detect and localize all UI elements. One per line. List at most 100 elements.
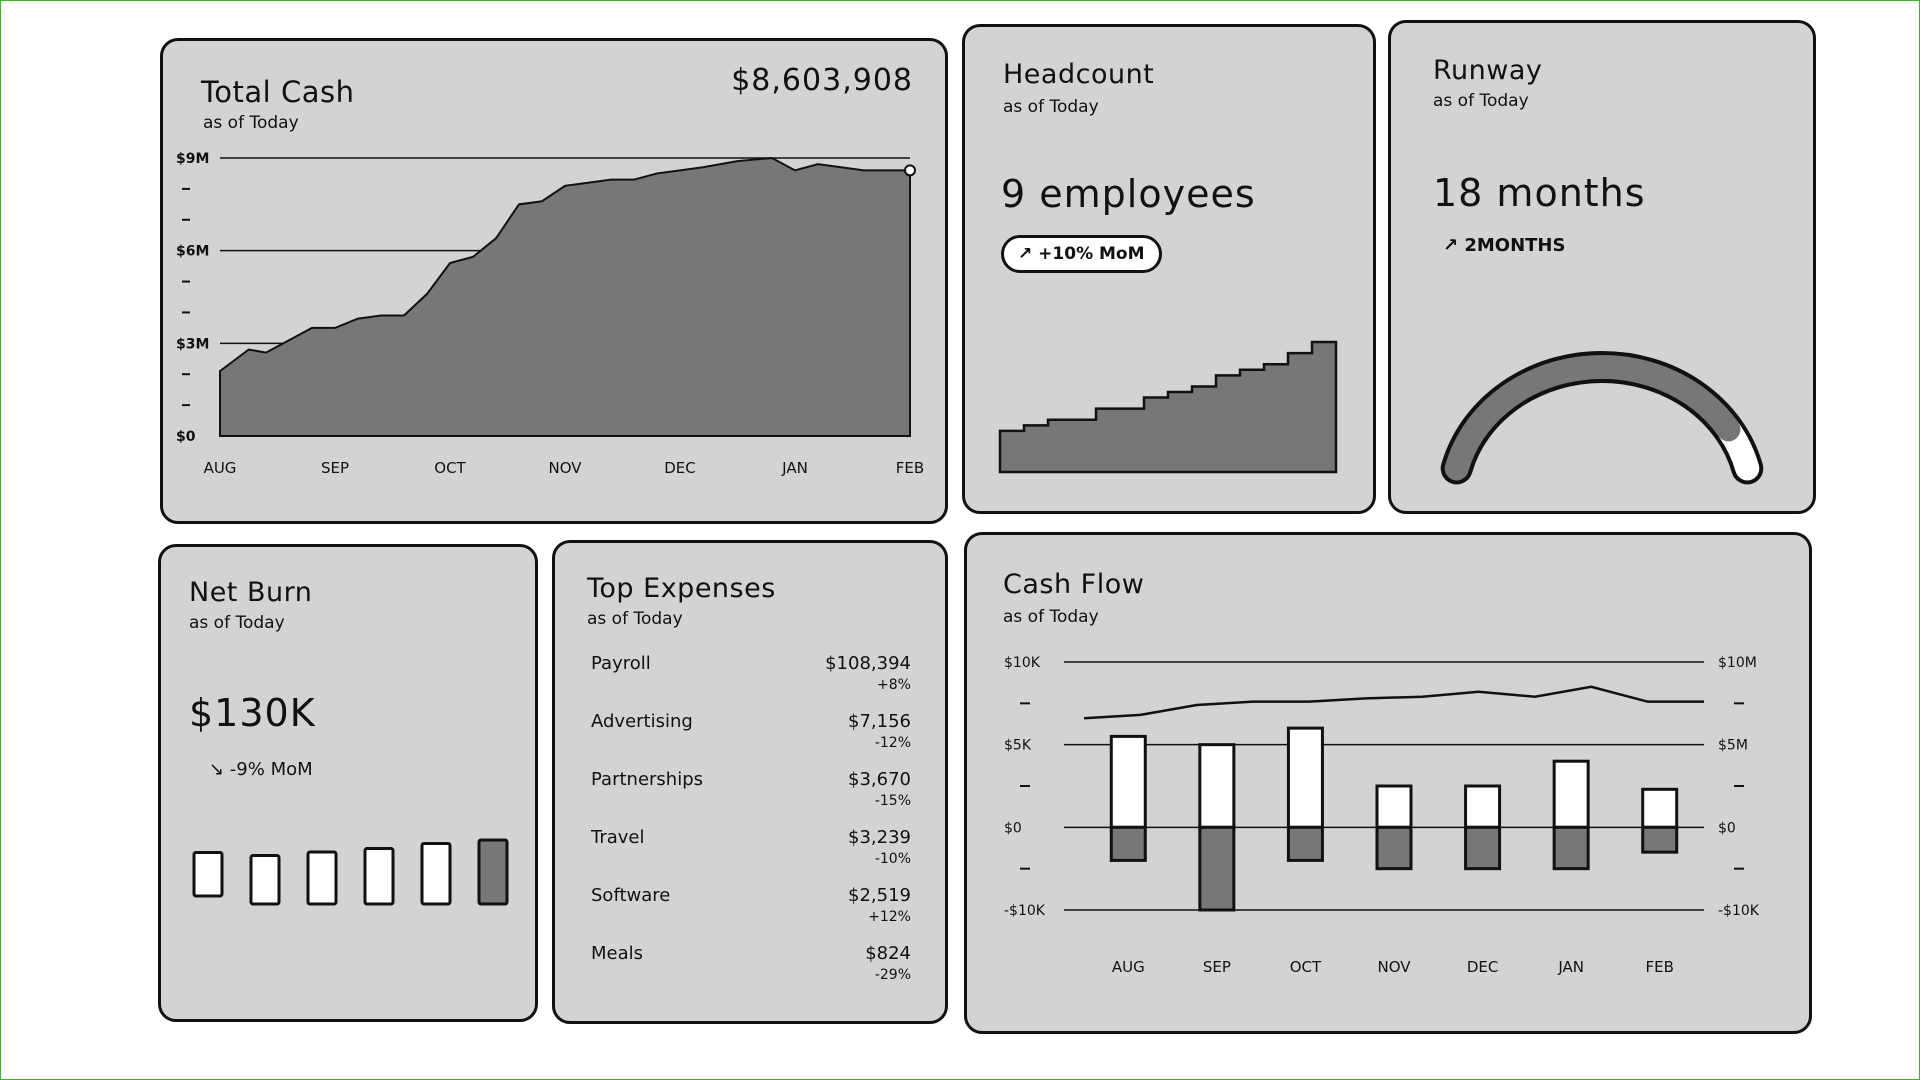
expense-name: Advertising xyxy=(591,711,693,732)
net-burn-value: $130K xyxy=(189,691,316,735)
cash-flow-outflow-bar xyxy=(1109,825,1147,862)
expense-name: Partnerships xyxy=(591,769,704,790)
cash-flow-x-tick-label: NOV xyxy=(1377,958,1411,976)
cash-flow-card[interactable]: Cash Flow as of Today $10K $5K $0 -$10K $10M… xyxy=(964,532,1812,1034)
cash-y-tick-label: $3M xyxy=(176,336,209,352)
net-burn-bar xyxy=(477,838,509,906)
net-burn-subtitle: as of Today xyxy=(189,613,285,633)
headcount-chart xyxy=(998,340,1338,474)
cash-flow-inflow-bar xyxy=(1198,743,1236,829)
cash-flow-right-tick-label: $10M xyxy=(1718,655,1757,671)
net-burn-chart xyxy=(192,838,509,906)
top-expenses-subtitle: as of Today xyxy=(587,609,683,629)
cash-flow-x-tick-label: FEB xyxy=(1646,958,1674,976)
cash-y-tick-label: $6M xyxy=(176,244,209,260)
expense-name: Meals xyxy=(591,943,644,964)
cash-flow-right-tick-label: $0 xyxy=(1718,820,1736,836)
expense-name: Travel xyxy=(591,827,645,848)
cash-flow-left-tick-label: $0 xyxy=(1004,820,1022,836)
cash-x-tick-label: SEP xyxy=(321,459,349,477)
expense-row[interactable]: Payroll $108,394 +8% xyxy=(555,653,945,703)
expense-name: Software xyxy=(591,885,671,906)
cash-area-series xyxy=(219,156,911,437)
expense-change: -29% xyxy=(874,967,911,983)
cash-flow-outflow-bar xyxy=(1286,825,1324,862)
cash-flow-outflow-bar xyxy=(1375,825,1413,871)
net-burn-bar xyxy=(192,851,224,898)
cash-x-tick-label: FEB xyxy=(896,459,924,477)
top-expenses-card[interactable]: Top Expenses as of Today Payroll $108,394… xyxy=(552,540,948,1024)
headcount-change-badge: ↗ +10% MoM xyxy=(1001,235,1162,273)
cash-flow-x-tick-label: DEC xyxy=(1467,958,1499,976)
net-burn-bar xyxy=(420,842,452,906)
total-cash-chart: $9M $6M $3M $0 AUG SEP OCT NOV DEC JAN FEB xyxy=(176,151,924,477)
top-expenses-list: Payroll $108,394 +8% Advertising $7,156 -12% P… xyxy=(555,653,945,993)
expense-amount: $108,394 xyxy=(825,653,911,674)
cash-flow-right-tick-label: $5M xyxy=(1718,738,1748,754)
cash-x-tick-label: OCT xyxy=(434,459,466,477)
cash-flow-x-tick-label: OCT xyxy=(1290,958,1322,976)
expense-change: -10% xyxy=(874,851,911,867)
cash-flow-left-tick-label: $5K xyxy=(1004,738,1032,754)
cash-flow-outflow-bar xyxy=(1641,825,1679,854)
runway-card[interactable]: Runway as of Today 18 months ↗ 2MONTHS xyxy=(1388,20,1816,514)
cash-x-tick-label: DEC xyxy=(664,459,696,477)
cash-flow-outflow-bar xyxy=(1464,825,1502,871)
expense-amount: $3,670 xyxy=(848,769,911,790)
expense-change: -15% xyxy=(874,793,911,809)
total-cash-card[interactable]: Total Cash as of Today $8,603,908 $9M $6M… xyxy=(160,38,948,524)
cash-flow-x-tick-label: AUG xyxy=(1112,958,1145,976)
cash-flow-x-tick-label: JAN xyxy=(1557,958,1584,976)
cash-y-tick-label: $0 xyxy=(176,429,196,445)
runway-subtitle: as of Today xyxy=(1433,91,1529,111)
runway-gauge-fill xyxy=(1444,355,1741,481)
headcount-value: 9 employees xyxy=(1001,172,1256,216)
net-burn-bar xyxy=(363,847,395,906)
cash-flow-title: Cash Flow xyxy=(1003,569,1145,600)
expense-amount: $824 xyxy=(865,943,911,964)
net-burn-card[interactable]: Net Burn as of Today $130K ↘ -9% MoM xyxy=(158,544,538,1022)
total-cash-title: Total Cash xyxy=(201,75,355,109)
cash-x-tick-label: NOV xyxy=(548,459,582,477)
headcount-subtitle: as of Today xyxy=(1003,97,1099,117)
total-cash-value: $8,603,908 xyxy=(731,63,913,98)
cash-flow-outflow-bar xyxy=(1552,825,1590,871)
expense-row[interactable]: Meals $824 -29% xyxy=(555,943,945,993)
expense-amount: $7,156 xyxy=(848,711,911,732)
cash-y-tick-label: $9M xyxy=(176,151,209,167)
runway-trend: ↗ 2MONTHS xyxy=(1443,235,1566,256)
headcount-area-series xyxy=(998,340,1338,474)
expense-name: Payroll xyxy=(591,653,651,674)
runway-value: 18 months xyxy=(1433,171,1646,215)
cash-flow-subtitle: as of Today xyxy=(1003,607,1099,627)
cash-x-tick-label: AUG xyxy=(204,459,237,477)
cash-flow-balance-line xyxy=(1083,685,1704,720)
expense-change: +12% xyxy=(868,909,911,925)
cash-x-tick-label: JAN xyxy=(781,459,808,477)
top-expenses-title: Top Expenses xyxy=(587,573,776,604)
headcount-title: Headcount xyxy=(1003,59,1155,90)
expense-amount: $3,239 xyxy=(848,827,911,848)
expense-change: +8% xyxy=(877,677,911,693)
cash-flow-inflow-bar xyxy=(1375,784,1413,829)
runway-gauge xyxy=(1440,351,1764,485)
expense-row[interactable]: Partnerships $3,670 -15% xyxy=(555,769,945,819)
cash-flow-inflow-bar xyxy=(1286,726,1324,829)
net-burn-title: Net Burn xyxy=(189,577,313,608)
expense-row[interactable]: Travel $3,239 -10% xyxy=(555,827,945,877)
cash-flow-left-tick-label: -$10K xyxy=(1004,903,1046,919)
cash-flow-inflow-bar xyxy=(1641,787,1679,829)
cash-flow-outflow-bar xyxy=(1198,825,1236,912)
expense-row[interactable]: Advertising $7,156 -12% xyxy=(555,711,945,761)
headcount-card[interactable]: Headcount as of Today 9 employees ↗ +10%… xyxy=(962,24,1376,514)
expense-change: -12% xyxy=(874,735,911,751)
net-burn-bar xyxy=(306,850,338,906)
total-cash-subtitle: as of Today xyxy=(203,113,299,133)
cash-flow-x-tick-label: SEP xyxy=(1203,958,1231,976)
cash-last-point xyxy=(904,164,916,177)
cash-flow-inflow-bar xyxy=(1464,784,1502,829)
net-burn-trend: ↘ -9% MoM xyxy=(209,759,313,780)
cash-flow-inflow-bar xyxy=(1109,734,1147,829)
cash-flow-left-tick-label: $10K xyxy=(1004,655,1041,671)
expense-row[interactable]: Software $2,519 +12% xyxy=(555,885,945,935)
